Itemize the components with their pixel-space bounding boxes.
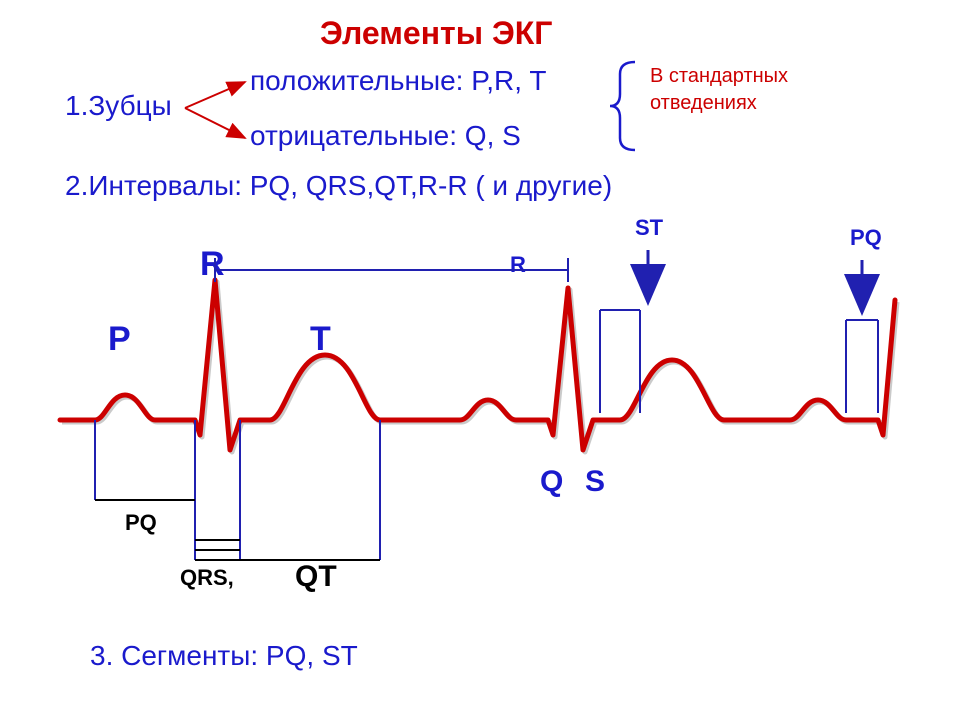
- label-r2: R: [510, 252, 526, 278]
- positive-waves: положительные: P,R, T: [250, 65, 546, 97]
- intervals-label: 2.Интервалы: PQ, QRS,QT,R-R ( и другие): [65, 170, 612, 202]
- side-note-1: В стандартных: [650, 65, 788, 88]
- split-arrows-icon: [185, 82, 245, 138]
- label-qrs-interval: QRS,: [180, 565, 234, 591]
- pq-marker: [846, 320, 878, 413]
- label-t: T: [310, 320, 331, 359]
- brace-icon: [610, 62, 635, 150]
- label-r: R: [200, 245, 225, 284]
- ecg-trace: [60, 280, 895, 450]
- label-q: Q: [540, 465, 563, 499]
- label-qt-interval: QT: [295, 560, 337, 594]
- st-marker: [600, 310, 640, 413]
- interval-vlines: [95, 420, 380, 560]
- label-st-top: ST: [635, 215, 663, 241]
- label-p: P: [108, 320, 131, 359]
- label-pq-top: PQ: [850, 225, 882, 251]
- segments-label: 3. Сегменты: PQ, ST: [90, 640, 358, 672]
- waves-label: 1.Зубцы: [65, 90, 172, 122]
- label-pq-interval: PQ: [125, 510, 157, 536]
- page-title: Элементы ЭКГ: [320, 15, 552, 52]
- label-s: S: [585, 465, 605, 499]
- side-note-2: отведениях: [650, 92, 757, 115]
- ecg-trace-shadow: [62, 282, 897, 452]
- negative-waves: отрицательные: Q, S: [250, 120, 521, 152]
- top-arrows: [648, 250, 862, 310]
